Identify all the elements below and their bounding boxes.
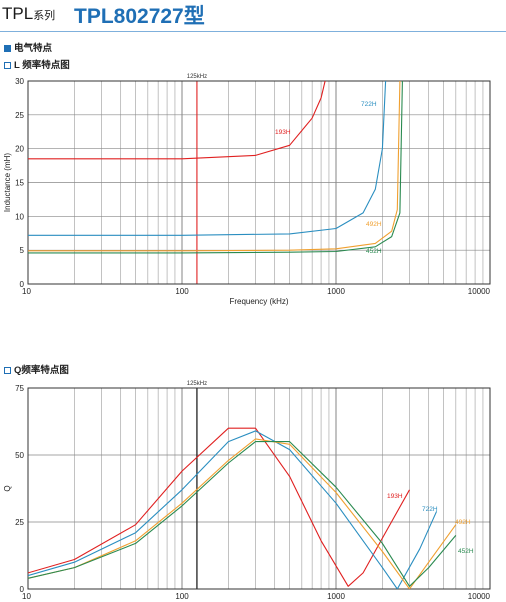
plot-frame xyxy=(27,387,491,590)
x-tick-label: 100 xyxy=(175,592,189,601)
header-rule xyxy=(0,31,506,32)
series-line-193h xyxy=(28,427,410,587)
y-tick-label: 20 xyxy=(15,145,24,154)
x-tick-label: 10000 xyxy=(468,592,491,601)
x-axis-label: Frequency (kHz) xyxy=(229,297,288,306)
l-chart-heading-label: L 频率特点图 xyxy=(14,60,70,71)
y-axis-label: Inductance (mH) xyxy=(3,153,12,212)
series-label-722h: 722H xyxy=(361,101,377,108)
x-tick-label: 10 xyxy=(22,287,31,296)
y-tick-label: 50 xyxy=(15,451,24,460)
section-marker-icon xyxy=(4,366,11,374)
series-line-722h xyxy=(28,430,438,589)
y-axis-label: Q xyxy=(3,485,12,491)
series-label-722h: 722H xyxy=(422,506,438,513)
l-chart-heading: L 频率特点图 xyxy=(4,57,70,71)
y-tick-label: 25 xyxy=(15,111,24,120)
y-tick-label: 30 xyxy=(15,77,24,86)
x-tick-label: 1000 xyxy=(327,592,345,601)
y-tick-label: 0 xyxy=(20,585,25,594)
page-header: TPL系列 TPL802727型 xyxy=(0,0,506,34)
x-tick-label: 100 xyxy=(175,287,189,296)
series-line-193h xyxy=(28,81,326,160)
series-line-452h xyxy=(28,81,403,254)
x-tick-label: 10000 xyxy=(468,287,491,296)
electrical-section-heading: 电气特点 xyxy=(4,40,52,54)
marker-line-label: 125kHz xyxy=(187,74,207,80)
series-label-193h: 193H xyxy=(387,493,403,500)
series-label-492h: 492H xyxy=(455,519,471,526)
marker-line-label: 125kHz xyxy=(187,381,207,387)
y-tick-label: 10 xyxy=(15,212,24,221)
y-tick-label: 0 xyxy=(20,280,25,289)
model-title: TPL802727型 xyxy=(74,5,205,28)
series-name: TPL系列 xyxy=(2,4,56,23)
series-label-492h: 492H xyxy=(366,221,382,228)
section-marker-icon xyxy=(4,44,11,52)
plot-frame xyxy=(27,80,491,285)
series-line-452h xyxy=(28,441,457,587)
electrical-section-label: 电气特点 xyxy=(14,43,53,54)
y-tick-label: 5 xyxy=(20,246,25,255)
series-label-452h: 452H xyxy=(366,248,382,255)
series-label-452h: 452H xyxy=(458,548,474,555)
series-line-722h xyxy=(28,81,387,236)
section-marker-icon xyxy=(4,61,11,69)
q-chart-heading-label: Q频率特点图 xyxy=(14,365,69,376)
y-tick-label: 25 xyxy=(15,518,24,527)
q-chart-group: 125kHz 0 25 50 75 10 100 1000 10000 Q 193H 722H 492H… xyxy=(3,381,491,601)
series-label-193h: 193H xyxy=(275,129,291,136)
x-tick-label: 1000 xyxy=(327,287,345,296)
x-tick-label: 10 xyxy=(22,592,31,601)
l-chart-group: 125kHz 0 5 10 15 20 25 30 10 100 1000 10000 Frequenc… xyxy=(3,74,491,306)
series-suffix: 系列 xyxy=(33,10,56,22)
q-chart-heading: Q频率特点图 xyxy=(4,362,69,376)
series-line-492h xyxy=(28,81,401,252)
y-tick-label: 15 xyxy=(15,179,24,188)
y-tick-label: 75 xyxy=(15,384,24,393)
